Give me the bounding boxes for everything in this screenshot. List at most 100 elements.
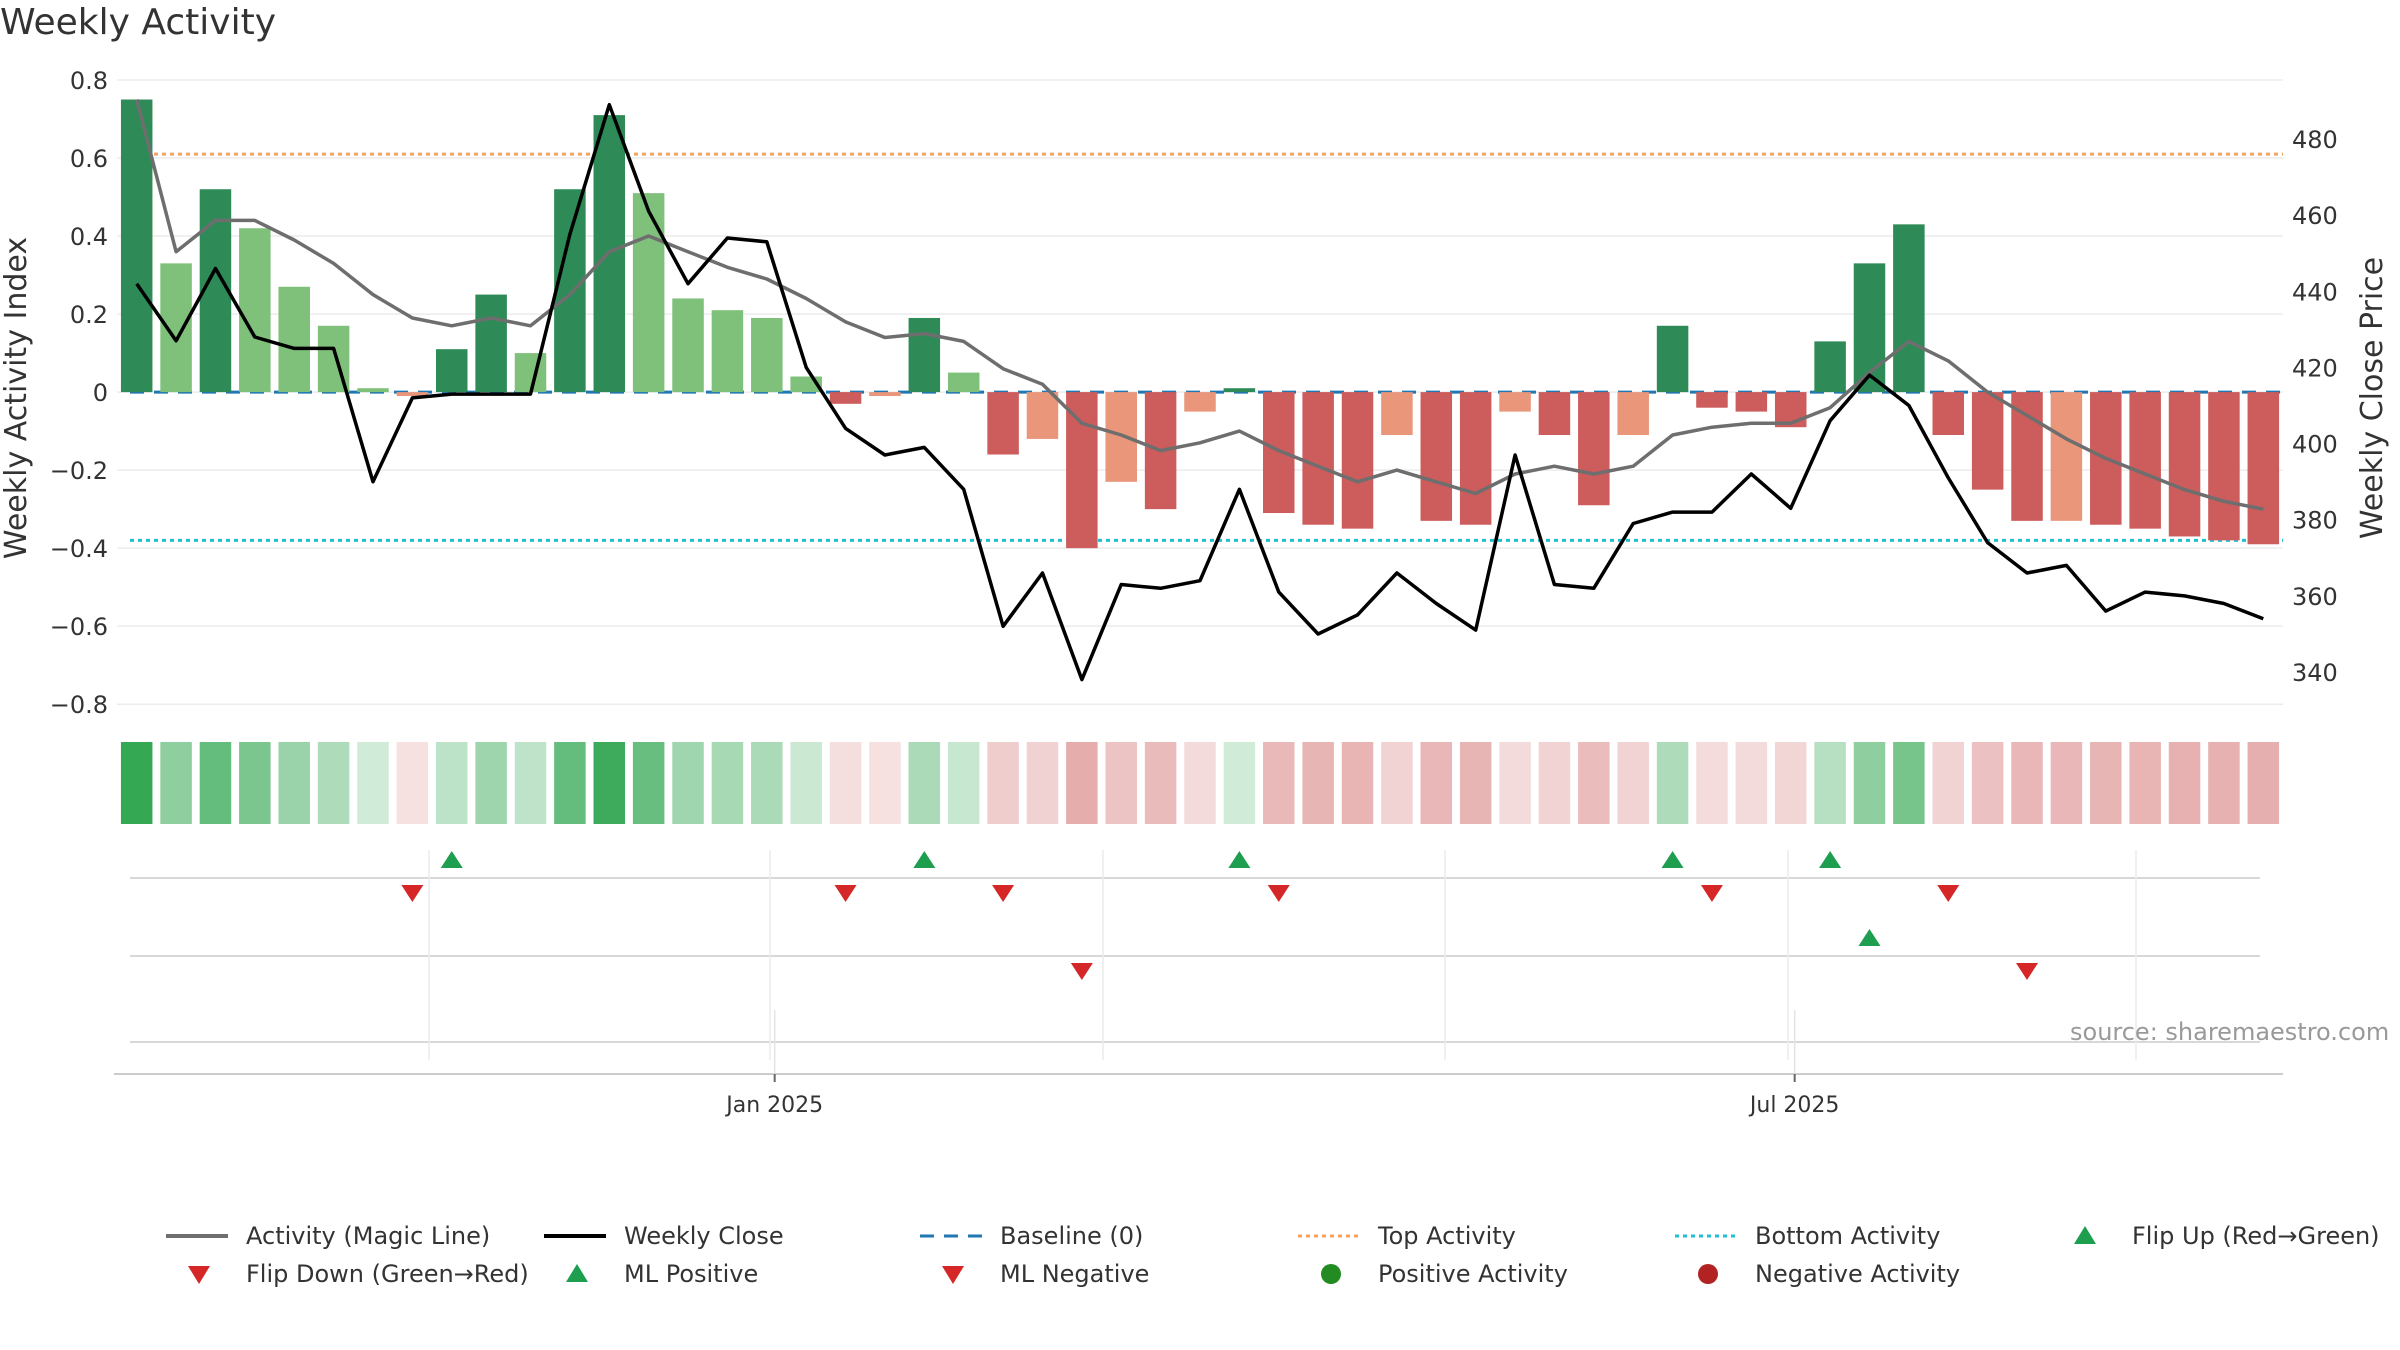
activity-bar (2168, 392, 2201, 537)
activity-bar (1774, 392, 1807, 428)
activity-bar (1381, 392, 1413, 436)
ml-negative-marker (2016, 963, 2039, 980)
activity-bar (435, 349, 468, 393)
activity-bar (396, 392, 429, 396)
flip-up-marker (440, 851, 463, 868)
circle-green-icon (1321, 1264, 1341, 1284)
flip-down-marker (1700, 885, 1723, 902)
legend-label: ML Positive (624, 1260, 759, 1288)
activity-bar (1026, 392, 1059, 439)
y2-axis-label: Weekly Close Price (2355, 257, 2390, 539)
legend-item-bottom-activity[interactable]: Bottom Activity (1673, 1218, 1940, 1254)
activity-bar (514, 353, 547, 393)
y2-tick-label: 420 (2292, 354, 2338, 382)
heat-cell (2208, 742, 2240, 824)
legend-label: Flip Up (Red→Green) (2132, 1222, 2380, 1250)
legend-item-ml-positive[interactable]: ML Positive (542, 1256, 758, 1292)
heat-cell (1066, 742, 1098, 824)
activity-bar (711, 310, 744, 393)
triangle-up-green-icon (2074, 1226, 2096, 1244)
activity-bar (908, 317, 941, 393)
legend-item-flip-down[interactable]: Flip Down (Green→Red) (164, 1256, 529, 1292)
heat-cell (593, 742, 626, 824)
flip-up-marker (913, 851, 936, 868)
legend-item-baseline[interactable]: Baseline (0) (918, 1218, 1143, 1254)
activity-bar (278, 286, 310, 393)
activity-bar (1302, 392, 1334, 525)
activity-bar (1263, 392, 1295, 514)
y-tick-label: 0.4 (70, 223, 108, 251)
heat-cell (1853, 742, 1886, 824)
activity-bar (1538, 392, 1571, 436)
legend-item-magic-line[interactable]: Activity (Magic Line) (164, 1218, 490, 1254)
legend-label: Flip Down (Green→Red) (246, 1260, 529, 1288)
heat-cell (1420, 742, 1453, 824)
heat-cell (1538, 742, 1571, 824)
heat-cell (1341, 742, 1374, 824)
y-tick-label: 0.8 (70, 67, 108, 95)
heat-cell (317, 742, 350, 824)
heat-cell (357, 742, 389, 824)
heat-cell (1656, 742, 1689, 824)
legend-label: Negative Activity (1755, 1260, 1961, 1288)
heat-cell (1263, 742, 1295, 824)
heat-cell (2090, 742, 2122, 824)
heat-cell (1144, 742, 1177, 824)
activity-bar (672, 298, 704, 393)
heat-cell (869, 742, 901, 824)
y2-tick-label: 440 (2292, 278, 2338, 306)
circle-red-icon (1698, 1264, 1718, 1284)
y-axis-label: Weekly Activity Index (0, 237, 34, 559)
flip-down-marker (992, 885, 1015, 902)
heat-cell (1814, 742, 1846, 824)
reference-lines (130, 152, 2283, 542)
legend-line-gray-icon (166, 1234, 228, 1238)
y2-tick-label: 360 (2292, 583, 2338, 611)
activity-heat-strip (120, 742, 2280, 824)
activity-bar (987, 392, 1019, 455)
activity-bar (1341, 392, 1374, 529)
heat-cell (1893, 742, 1925, 824)
heat-cell (1578, 742, 1610, 824)
heat-cell (2050, 742, 2083, 824)
heat-cell (1774, 742, 1807, 824)
heat-cell (239, 742, 271, 824)
chart-title: Weekly Activity (0, 2, 277, 43)
activity-bar (2247, 392, 2280, 545)
activity-bar (1814, 341, 1846, 393)
legend-item-positive-activity[interactable]: Positive Activity (1296, 1256, 1568, 1292)
legend-item-negative-activity[interactable]: Negative Activity (1673, 1256, 1960, 1292)
activity-bars (120, 99, 2280, 549)
heat-cell (1459, 742, 1492, 824)
activity-bar (1656, 325, 1689, 393)
heat-cell (987, 742, 1019, 824)
activity-bar (1578, 392, 1610, 506)
activity-bar (1420, 392, 1453, 521)
y2-tick-label: 480 (2292, 126, 2338, 154)
heat-cell (1971, 742, 2004, 824)
heat-cell (120, 742, 153, 824)
activity-bar (1105, 392, 1137, 482)
legend-dotted-orange-icon (1298, 1234, 1360, 1238)
heat-cell (475, 742, 507, 824)
source-note: source: sharemaestro.com (2070, 1018, 2390, 1046)
legend-item-flip-up[interactable]: Flip Up (Red→Green) (2050, 1218, 2380, 1254)
heat-cell (1696, 742, 1728, 824)
axes: 0.8 0.6 0.4 0.2 0 −0.2 −0.4 −0.6 −0.8 480 460 440 42… (50, 67, 2338, 719)
y-tick-label: −0.8 (50, 691, 108, 719)
legend-item-top-activity[interactable]: Top Activity (1296, 1218, 1516, 1254)
legend-item-ml-negative[interactable]: ML Negative (918, 1256, 1149, 1292)
activity-bar (632, 193, 665, 393)
heat-cell (672, 742, 704, 824)
activity-bar (1932, 392, 1965, 436)
ml-positive-marker (1858, 929, 1881, 946)
heat-cell (278, 742, 310, 824)
heat-cell (160, 742, 192, 824)
activity-bar (1971, 392, 2004, 490)
activity-bar (1066, 392, 1098, 549)
heat-cell (790, 742, 822, 824)
heat-cell (1302, 742, 1334, 824)
heat-cell (1184, 742, 1216, 824)
legend-label: Baseline (0) (1000, 1222, 1144, 1250)
legend-item-weekly-close[interactable]: Weekly Close (542, 1218, 784, 1254)
